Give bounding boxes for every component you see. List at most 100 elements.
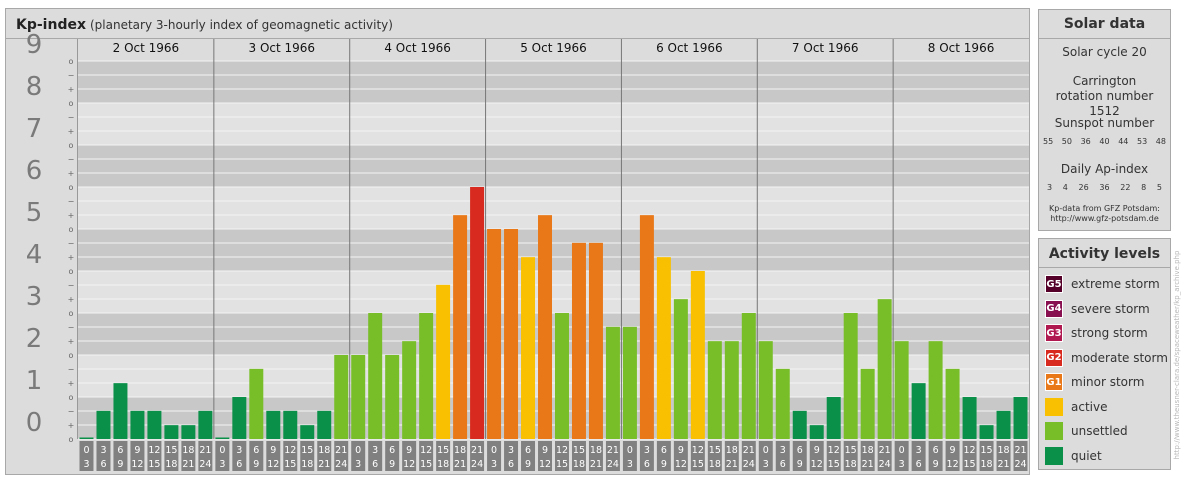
interval-end-label: 15 bbox=[148, 459, 160, 470]
kp-bar bbox=[521, 257, 536, 439]
kp-bar bbox=[266, 410, 281, 439]
interval-end-label: 3 bbox=[763, 459, 769, 470]
y-tick-label: 0 bbox=[26, 408, 43, 438]
grid-band bbox=[78, 271, 1029, 313]
interval-end-label: 12 bbox=[403, 459, 415, 470]
interval-start-label: 18 bbox=[726, 445, 738, 456]
interval-start-label: 12 bbox=[692, 445, 704, 456]
interval-end-label: 9 bbox=[797, 459, 803, 470]
kp-bar bbox=[996, 410, 1011, 439]
kp-bar bbox=[928, 341, 943, 439]
legend-item-strong-storm: G3 strong storm bbox=[1045, 324, 1148, 342]
kp-bar bbox=[249, 368, 264, 439]
kp-bar bbox=[843, 313, 858, 439]
interval-start-label: 21 bbox=[335, 445, 347, 456]
interval-start-label: 3 bbox=[916, 445, 922, 456]
interval-end-label: 12 bbox=[267, 459, 279, 470]
kp-bar bbox=[588, 242, 603, 439]
kp-bar bbox=[962, 397, 977, 439]
source-link[interactable]: http://www.gfz-potsdam.de bbox=[1050, 214, 1159, 223]
sunspot-number: 40 bbox=[1099, 137, 1110, 146]
kp-bar bbox=[860, 368, 875, 439]
interval-cell bbox=[555, 441, 569, 471]
legend-item-minor-storm: G1 minor storm bbox=[1045, 373, 1144, 391]
interval-start-label: 18 bbox=[454, 445, 466, 456]
interval-cell bbox=[996, 441, 1011, 471]
legend-item-unsettled: unsettled bbox=[1045, 422, 1128, 440]
kp-bar bbox=[113, 383, 128, 439]
y-minor-tick: o bbox=[69, 309, 74, 318]
interval-cell bbox=[1013, 441, 1028, 471]
kp-bar bbox=[79, 437, 94, 439]
kp-bar bbox=[164, 425, 179, 439]
legend-swatch: G1 bbox=[1045, 373, 1063, 391]
kp-bar bbox=[571, 242, 586, 439]
interval-end-label: 15 bbox=[828, 459, 840, 470]
kp-bar bbox=[453, 215, 468, 439]
interval-cell bbox=[147, 441, 162, 471]
y-minor-tick: o bbox=[69, 267, 74, 276]
interval-end-label: 18 bbox=[437, 459, 449, 470]
legend-label: strong storm bbox=[1071, 326, 1148, 340]
grid-band bbox=[78, 103, 1029, 145]
interval-end-label: 12 bbox=[539, 459, 551, 470]
interval-end-label: 3 bbox=[627, 459, 633, 470]
interval-cell bbox=[215, 441, 230, 471]
interval-cell bbox=[707, 441, 722, 471]
interval-cell bbox=[911, 441, 926, 471]
interval-start-label: 21 bbox=[743, 445, 755, 456]
kp-bar bbox=[656, 257, 671, 439]
interval-start-label: 21 bbox=[1014, 445, 1026, 456]
interval-start-label: 9 bbox=[270, 445, 276, 456]
interval-cell bbox=[538, 441, 552, 471]
interval-start-label: 6 bbox=[933, 445, 939, 456]
interval-end-label: 12 bbox=[675, 459, 687, 470]
y-minor-tick: + bbox=[68, 421, 75, 430]
interval-start-label: 6 bbox=[389, 445, 395, 456]
interval-end-label: 21 bbox=[590, 459, 602, 470]
kp-bar bbox=[605, 326, 620, 439]
kp-bar bbox=[283, 410, 298, 439]
sunspot-number: 55 bbox=[1043, 137, 1054, 146]
kp-bar bbox=[555, 313, 569, 439]
interval-end-label: 3 bbox=[899, 459, 905, 470]
kp-chart: Kp-index (planetary 3-hourly index of geo… bbox=[6, 9, 1029, 474]
legend-item-severe-storm: G4 severe storm bbox=[1045, 299, 1150, 318]
y-minor-tick: − bbox=[68, 407, 75, 416]
interval-end-label: 18 bbox=[980, 459, 992, 470]
kp-bar bbox=[351, 355, 366, 439]
y-tick-label: 1 bbox=[26, 366, 43, 396]
interval-cell bbox=[164, 441, 179, 471]
interval-cell bbox=[113, 441, 128, 471]
day-label: 3 Oct 1966 bbox=[249, 41, 316, 55]
interval-cell bbox=[198, 441, 213, 471]
sunspot-number: 44 bbox=[1118, 137, 1129, 146]
interval-start-label: 3 bbox=[100, 445, 106, 456]
interval-end-label: 15 bbox=[692, 459, 704, 470]
interval-start-label: 3 bbox=[372, 445, 378, 456]
interval-start-label: 21 bbox=[607, 445, 619, 456]
legend-swatch: G4 bbox=[1045, 299, 1063, 318]
y-minor-tick: o bbox=[69, 225, 74, 234]
sunspot-number: 48 bbox=[1155, 137, 1166, 146]
interval-cell bbox=[249, 441, 264, 471]
interval-end-label: 9 bbox=[525, 459, 531, 470]
interval-cell bbox=[758, 441, 773, 471]
kp-bar bbox=[792, 410, 807, 439]
ap-value: 3 bbox=[1047, 183, 1053, 192]
interval-start-label: 9 bbox=[678, 445, 684, 456]
interval-cell bbox=[419, 441, 434, 471]
interval-cell bbox=[945, 441, 960, 471]
interval-end-label: 21 bbox=[997, 459, 1009, 470]
interval-start-label: 0 bbox=[83, 445, 89, 456]
interval-start-label: 3 bbox=[780, 445, 786, 456]
legend-label: unsettled bbox=[1071, 424, 1128, 438]
y-tick-label: 8 bbox=[26, 72, 43, 102]
kp-bar bbox=[809, 425, 824, 439]
activity-levels-title: Activity levels bbox=[1048, 246, 1161, 262]
interval-end-label: 3 bbox=[83, 459, 89, 470]
interval-end-label: 6 bbox=[644, 459, 650, 470]
kp-bar bbox=[334, 355, 349, 439]
interval-cell bbox=[334, 441, 349, 471]
divider bbox=[1039, 38, 1170, 39]
